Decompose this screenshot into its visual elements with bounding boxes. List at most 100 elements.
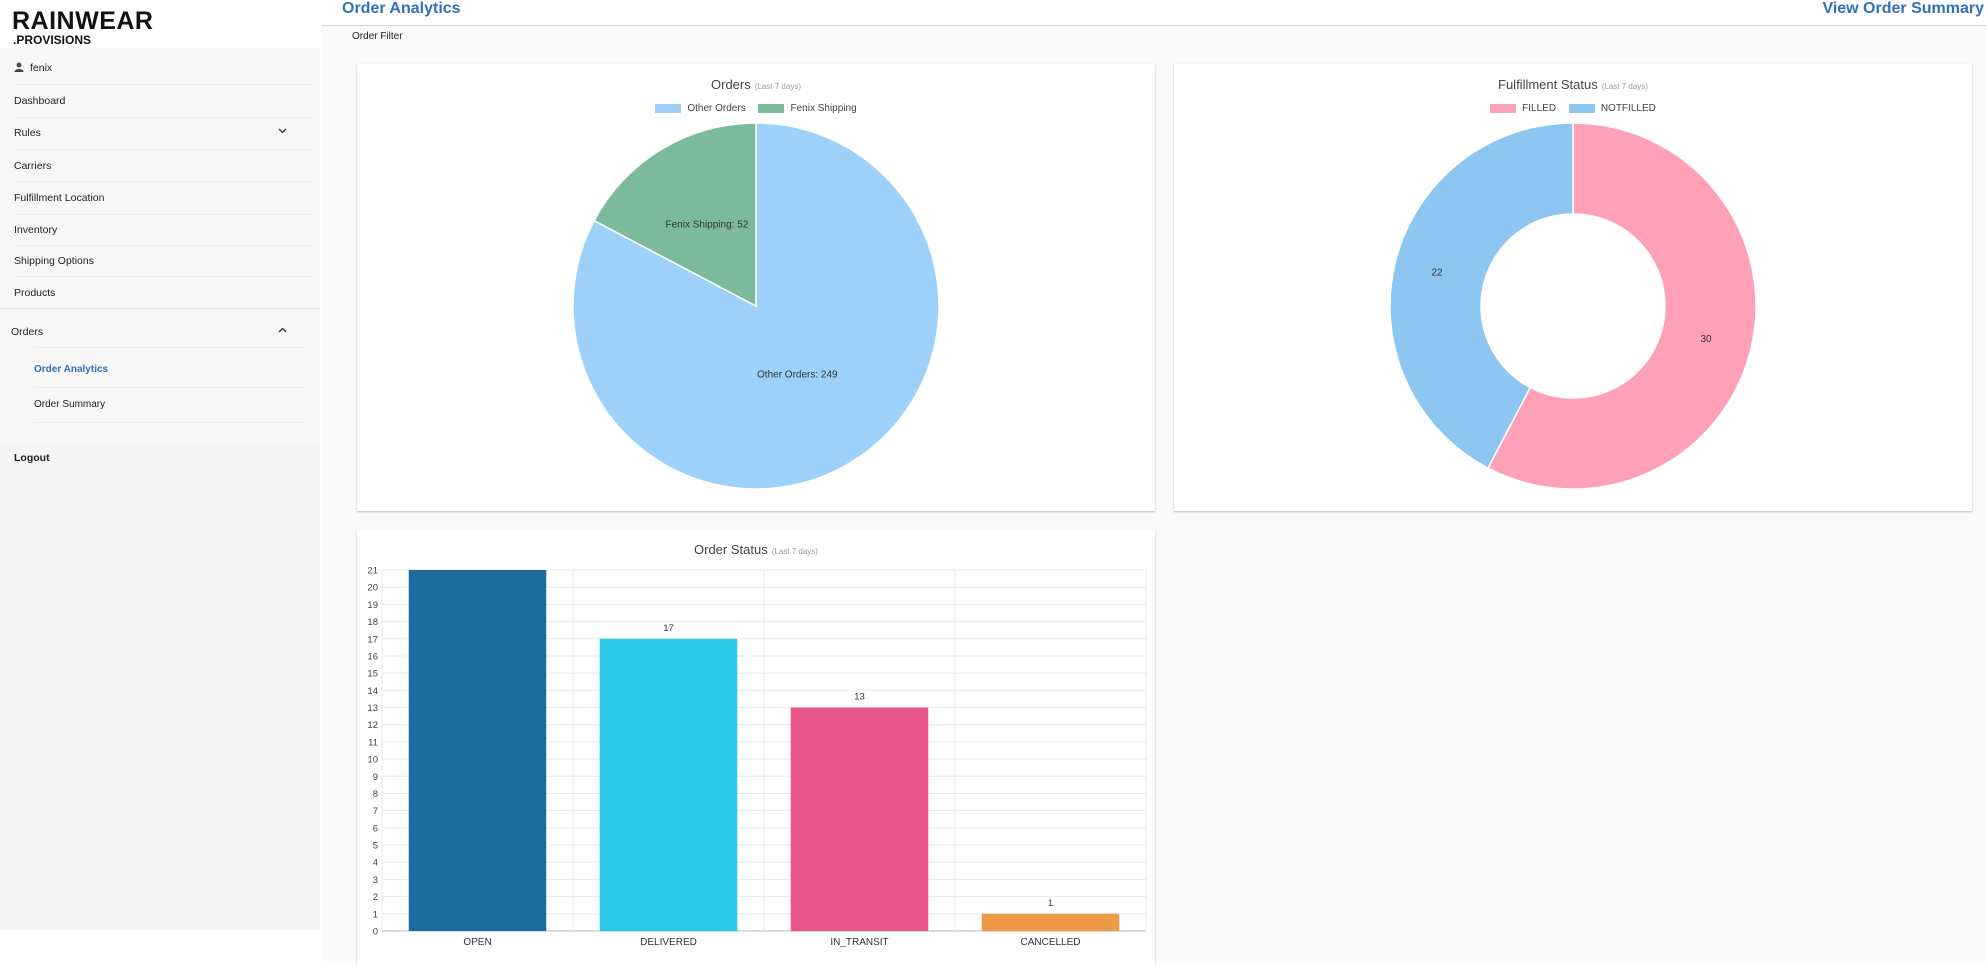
divider bbox=[14, 117, 314, 118]
user-icon bbox=[14, 62, 24, 72]
legend-swatch bbox=[655, 104, 682, 113]
legend-item-notfilled[interactable]: NOTFILLED bbox=[1568, 103, 1656, 114]
y-tick-label: 10 bbox=[367, 755, 378, 766]
divider bbox=[14, 276, 314, 277]
chart-legend: FILLED NOTFILLED bbox=[1174, 103, 1972, 116]
divider bbox=[34, 387, 304, 388]
logout-area: Logout bbox=[0, 443, 320, 930]
legend-label: Other Orders bbox=[687, 103, 746, 114]
chart-subtitle: (Last 7 days) bbox=[754, 82, 801, 91]
divider bbox=[34, 347, 304, 348]
chart-title: Order Status (Last 7 days) bbox=[357, 542, 1155, 557]
sidebar-item-fulfillment-location[interactable]: Fulfillment Location bbox=[14, 192, 105, 204]
y-tick-label: 4 bbox=[373, 858, 378, 869]
y-tick-label: 14 bbox=[367, 686, 378, 697]
chevron-down-icon[interactable] bbox=[278, 126, 287, 137]
bar-value-label: 13 bbox=[854, 692, 865, 703]
bar-open[interactable] bbox=[408, 570, 547, 931]
bar-cancelled[interactable] bbox=[981, 913, 1120, 931]
bar-delivered[interactable] bbox=[599, 638, 738, 931]
sidebar-item-shipping-options[interactable]: Shipping Options bbox=[14, 255, 94, 267]
chart-subtitle: (Last 7 days) bbox=[771, 547, 818, 556]
chart-title: Orders (Last 7 days) bbox=[357, 77, 1155, 92]
orders-pie-chart: Other Orders: 249 Fenix Shipping: 52 bbox=[572, 122, 940, 490]
user-menu[interactable]: fenix bbox=[14, 53, 52, 83]
sidebar-item-products[interactable]: Products bbox=[14, 287, 56, 299]
divider bbox=[34, 422, 304, 423]
brand-suffix: .PROVISIONS bbox=[13, 33, 92, 47]
main-content: Order Analytics View Order Summary Order… bbox=[322, 0, 1986, 965]
pie-slice-other-orders[interactable] bbox=[572, 122, 940, 490]
y-tick-label: 3 bbox=[373, 875, 378, 886]
divider bbox=[14, 245, 314, 246]
legend-item-other-orders[interactable]: Other Orders bbox=[655, 103, 746, 114]
order-filter[interactable]: Order Filter bbox=[352, 31, 403, 42]
y-tick-label: 12 bbox=[367, 720, 378, 731]
x-tick-label: IN_TRANSIT bbox=[830, 937, 888, 948]
y-tick-label: 19 bbox=[367, 600, 378, 611]
fulfillment-doughnut-chart: 30 22 bbox=[1389, 122, 1757, 490]
chart-title-text: Fulfillment Status bbox=[1498, 77, 1598, 92]
order-status-chart-card: Order Status (Last 7 days) 0 1 2 3 4 5 6 7 8 9 10 11… bbox=[357, 530, 1155, 965]
y-tick-label: 17 bbox=[367, 634, 378, 645]
bar-value-label: 1 bbox=[1048, 898, 1053, 909]
y-tick-label: 7 bbox=[373, 806, 378, 817]
sidebar-item-carriers[interactable]: Carriers bbox=[14, 160, 52, 172]
pie-slice-filled[interactable] bbox=[1486, 122, 1757, 490]
legend-item-fenix-shipping[interactable]: Fenix Shipping bbox=[758, 103, 857, 114]
pie-slice-notfilled[interactable] bbox=[1389, 122, 1574, 470]
divider bbox=[14, 181, 314, 182]
y-tick-label: 5 bbox=[373, 841, 378, 852]
sidebar-subitem-order-analytics[interactable]: Order Analytics bbox=[34, 364, 109, 375]
legend-swatch bbox=[1490, 104, 1517, 113]
sidebar: RAINWEAR .PROVISIONS fenix Dashboard Rul… bbox=[0, 0, 320, 961]
user-name: fenix bbox=[30, 62, 53, 74]
legend-label: Fenix Shipping bbox=[790, 103, 857, 114]
y-tick-label: 15 bbox=[367, 669, 378, 680]
legend-item-filled[interactable]: FILLED bbox=[1490, 103, 1556, 114]
y-tick-label: 18 bbox=[367, 617, 378, 628]
bar-value-label: 17 bbox=[663, 623, 674, 634]
legend-label: FILLED bbox=[1522, 103, 1557, 114]
y-tick-label: 6 bbox=[373, 823, 378, 834]
x-tick-label: DELIVERED bbox=[640, 937, 697, 948]
legend-label: NOTFILLED bbox=[1600, 103, 1656, 114]
y-tick-label: 1 bbox=[373, 909, 378, 920]
sidebar-subitem-order-summary[interactable]: Order Summary bbox=[34, 399, 106, 410]
legend-swatch bbox=[1568, 104, 1595, 113]
sidebar-item-label: Orders bbox=[11, 326, 44, 338]
sidebar-item-dashboard[interactable]: Dashboard bbox=[14, 95, 66, 107]
top-bar: Order Analytics View Order Summary bbox=[322, 0, 1986, 26]
chevron-up-icon[interactable] bbox=[278, 325, 287, 336]
x-tick-label: CANCELLED bbox=[1020, 937, 1080, 948]
view-order-summary-link[interactable]: View Order Summary bbox=[1822, 0, 1984, 17]
y-tick-label: 9 bbox=[373, 772, 378, 783]
y-tick-label: 20 bbox=[367, 583, 378, 594]
y-tick-label: 2 bbox=[373, 892, 378, 903]
chart-legend: Other Orders Fenix Shipping bbox=[357, 103, 1155, 116]
y-tick-label: 0 bbox=[373, 927, 378, 938]
chart-title-text: Orders bbox=[711, 77, 751, 92]
y-tick-label: 16 bbox=[367, 651, 378, 662]
slice-label-fenix-shipping: Fenix Shipping: 52 bbox=[666, 220, 749, 231]
slice-label-other-orders: Other Orders: 249 bbox=[757, 370, 838, 381]
chart-title-text: Order Status bbox=[694, 542, 768, 557]
bar-in-transit[interactable] bbox=[790, 707, 929, 931]
chart-subtitle: (Last 7 days) bbox=[1601, 82, 1648, 91]
brand-logo[interactable]: RAINWEAR .PROVISIONS bbox=[12, 8, 154, 46]
divider bbox=[14, 214, 314, 215]
brand-name: RAINWEAR bbox=[12, 7, 154, 35]
legend-swatch bbox=[758, 104, 785, 113]
sidebar-item-label: Rules bbox=[14, 127, 41, 139]
sidebar-item-inventory[interactable]: Inventory bbox=[14, 224, 58, 236]
sidebar-item-rules[interactable]: Rules bbox=[14, 118, 314, 148]
page-title: Order Analytics bbox=[342, 0, 461, 17]
x-tick-label: OPEN bbox=[463, 937, 491, 948]
pie-slice-fenix-shipping[interactable] bbox=[593, 122, 757, 308]
sidebar-item-orders[interactable]: Orders bbox=[11, 317, 43, 347]
y-tick-label: 21 bbox=[367, 566, 378, 577]
logout-button[interactable]: Logout bbox=[14, 452, 50, 464]
divider bbox=[14, 84, 314, 85]
fulfillment-chart-card: Fulfillment Status (Last 7 days) FILLED N… bbox=[1174, 64, 1972, 511]
y-tick-label: 11 bbox=[368, 737, 378, 748]
